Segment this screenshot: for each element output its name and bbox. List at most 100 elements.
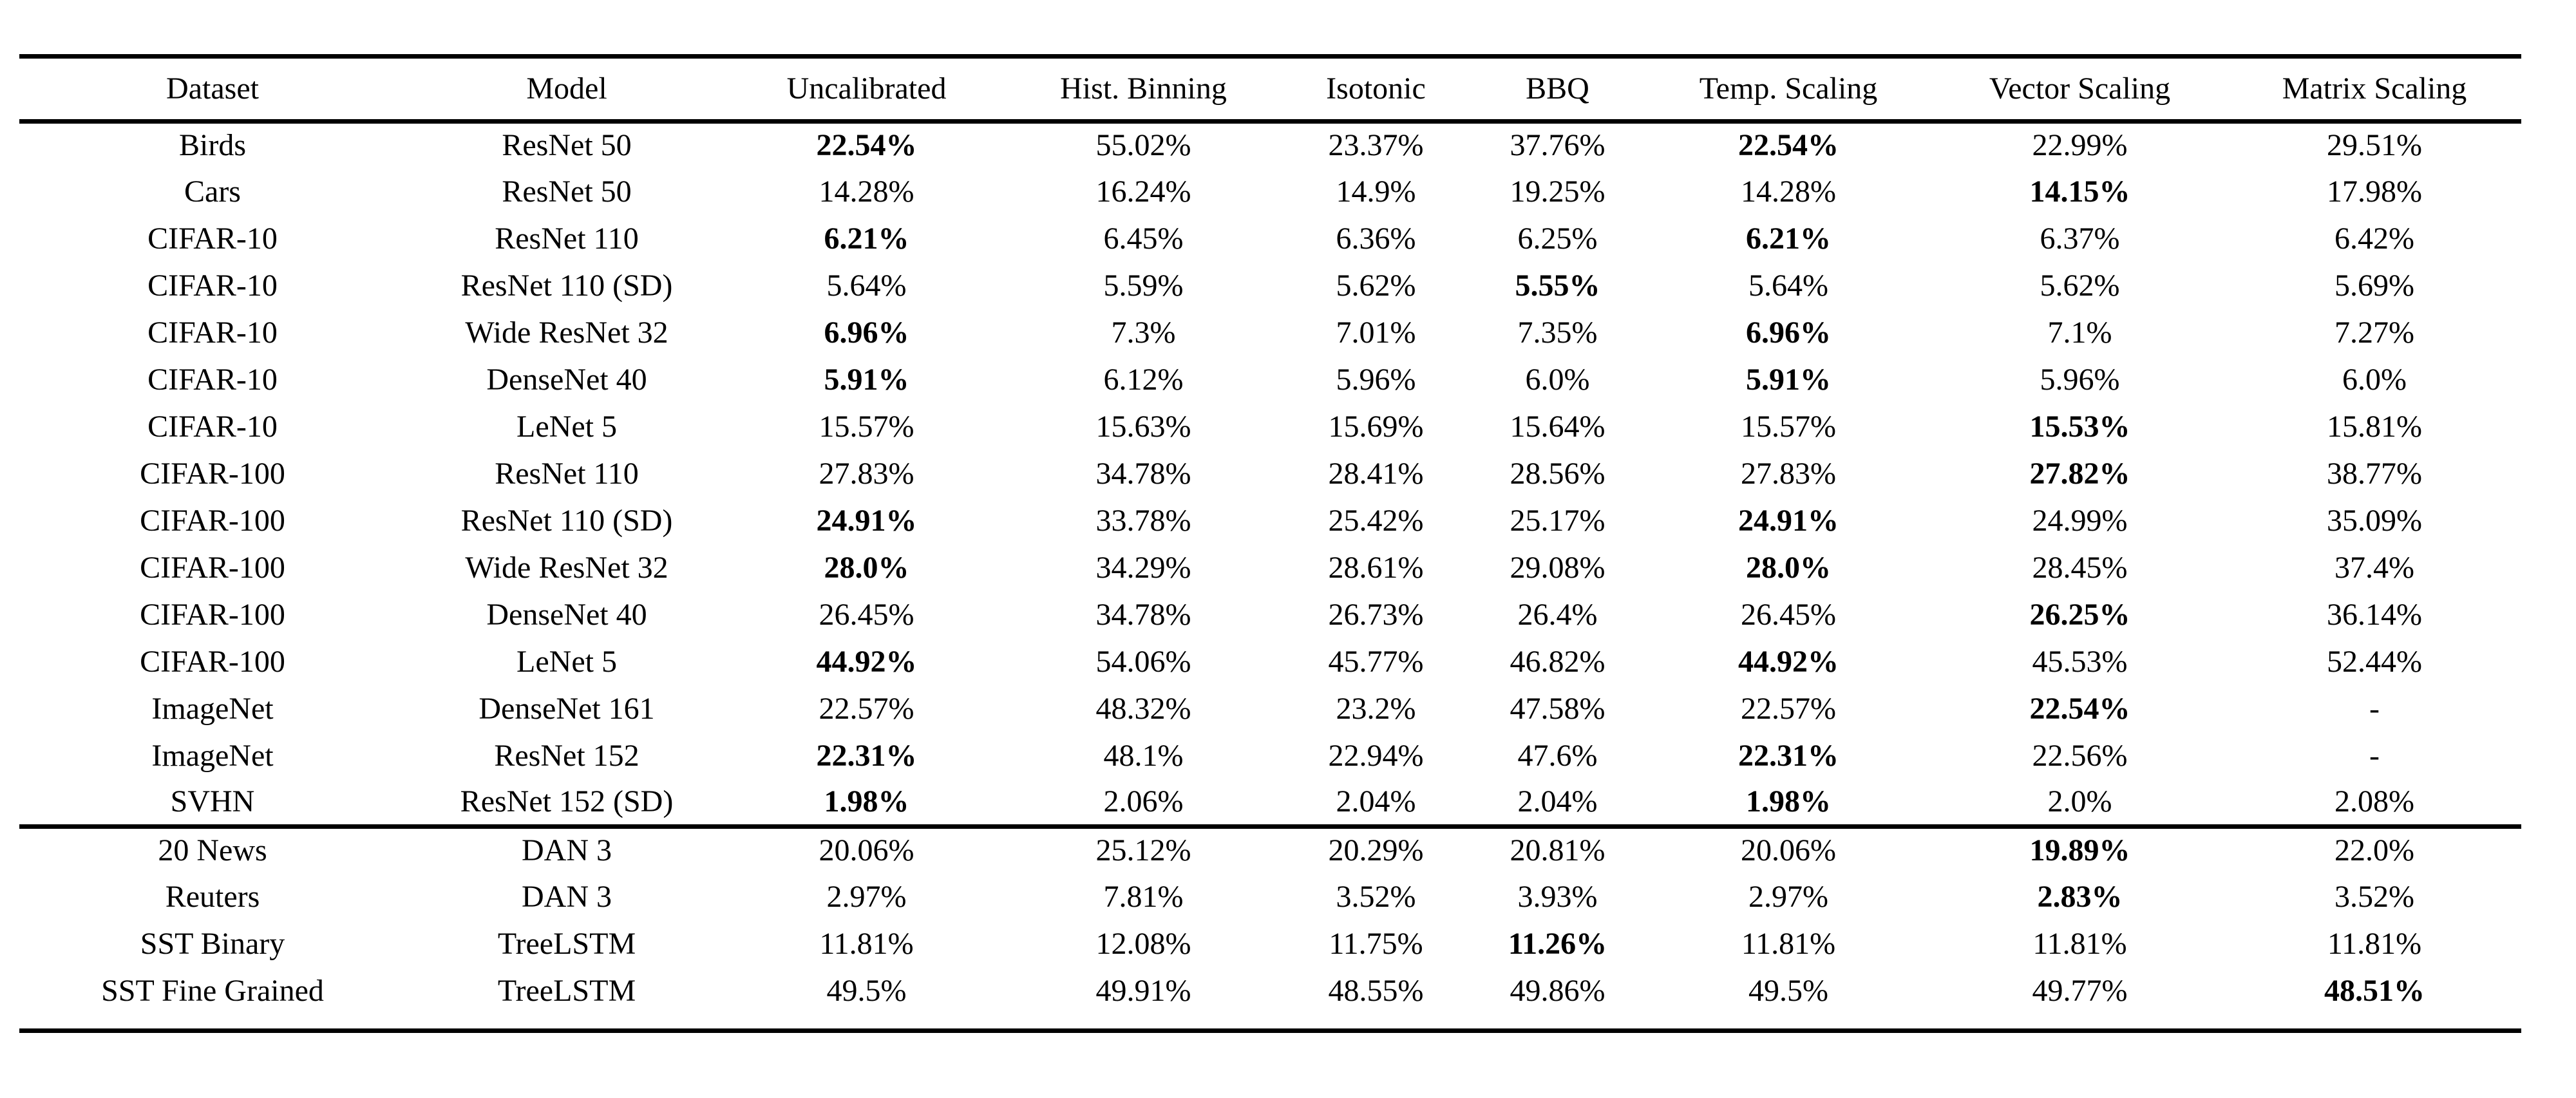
value-cell: 27.83% [819,456,914,491]
dataset-cell: CIFAR-100 [140,456,285,491]
column-header-hist-binning: Hist. Binning [1005,59,1282,124]
model-cell: Wide ResNet 32 [465,550,668,585]
value-cell: 6.12% [1103,362,1184,397]
dataset-cell: Birds [178,128,246,163]
value-cell: 36.14% [2327,597,2422,632]
value-cell: 5.96% [1336,362,1416,397]
value-cell: 11.81% [819,926,914,961]
value-cell: 22.0% [2228,824,2521,873]
table-row: CIFAR-100 LeNet 5 44.92% 54.06% 45.77% 46.82%… [19,638,2521,685]
value-cell: 23.2% [1336,691,1416,726]
value-cell: 5.64% [826,268,907,303]
value-cell: 5.69% [2334,268,2414,303]
value-cell: 20.06% [1645,824,1932,873]
value-cell: 6.96% [824,315,909,350]
value-cell: 3.93% [1517,879,1598,914]
value-cell: 7.81% [1103,879,1184,914]
value-cell: 19.89% [1932,824,2228,873]
value-cell: 15.57% [819,409,914,444]
value-cell: 5.62% [2040,268,2120,303]
value-cell: 7.1% [2047,315,2112,350]
value-cell: 20.06% [728,824,1005,873]
value-cell: 1.98% [1746,784,1831,819]
value-cell: 45.53% [2032,644,2128,679]
value-cell: 54.06% [1095,644,1191,679]
value-cell: 28.56% [1510,456,1605,491]
value-cell: 6.37% [2040,221,2120,256]
column-header-vector-scaling: Vector Scaling [1932,59,2228,124]
value-cell: 26.4% [1517,597,1598,632]
model-cell: DAN 3 [406,824,728,873]
table-row: Birds ResNet 50 22.54% 55.02% 23.37% 37.76% 22… [19,121,2521,168]
value-cell: 49.77% [2032,973,2128,1008]
column-header-model: Model [406,59,728,124]
value-cell: 28.41% [1328,456,1424,491]
dataset-cell: SST Binary [140,926,285,961]
value-cell: 24.99% [2032,503,2128,538]
value-cell: 45.77% [1328,644,1424,679]
value-cell: 5.96% [2040,362,2120,397]
value-cell: 2.04% [1336,784,1416,819]
value-cell: 6.25% [1517,221,1598,256]
value-cell: 49.5% [1748,973,1828,1008]
value-cell: 3.52% [1336,879,1416,914]
model-cell: DenseNet 161 [478,691,655,726]
dataset-cell: CIFAR-100 [140,644,285,679]
table-row: CIFAR-100 ResNet 110 27.83% 34.78% 28.41% 28.… [19,450,2521,497]
value-cell: 48.1% [1103,738,1184,773]
table-row: CIFAR-10 ResNet 110 (SD) 5.64% 5.59% 5.62% 5.… [19,262,2521,309]
value-cell: 12.08% [1095,926,1191,961]
value-cell: 6.96% [1746,315,1831,350]
model-cell: LeNet 5 [516,409,617,444]
value-cell: 14.28% [1741,174,1836,209]
table-row: CIFAR-10 LeNet 5 15.57% 15.63% 15.69% 15.64% 1… [19,403,2521,450]
value-cell: 28.0% [1746,550,1831,585]
value-cell: 2.08% [2334,784,2414,819]
value-cell: 26.73% [1328,597,1424,632]
value-cell: 22.94% [1328,738,1424,773]
table-row: CIFAR-10 Wide ResNet 32 6.96% 7.3% 7.01% 7.35… [19,309,2521,356]
value-cell: 37.76% [1510,128,1605,163]
value-cell: 15.64% [1510,409,1605,444]
value-cell: 49.86% [1510,973,1605,1008]
value-cell: 22.54% [1738,128,1839,163]
model-cell: ResNet 50 [502,128,632,163]
value-cell: 16.24% [1095,174,1191,209]
value-cell: 6.0% [2342,362,2407,397]
value-cell: 55.02% [1095,128,1191,163]
value-cell: 1.98% [824,784,909,819]
table-row: Reuters DAN 3 2.97% 7.81% 3.52% 3.93% 2.97% 2.8… [19,873,2521,920]
model-cell: LeNet 5 [516,644,617,679]
model-cell: DenseNet 40 [486,597,647,632]
value-cell: 28.61% [1328,550,1424,585]
value-cell: - [2369,738,2380,773]
table-row: Cars ResNet 50 14.28% 16.24% 14.9% 19.25% 14.2… [19,168,2521,215]
value-cell: 48.32% [1095,691,1191,726]
value-cell: 2.83% [2037,879,2123,914]
value-cell: 2.04% [1517,784,1598,819]
value-cell: 22.31% [816,738,917,773]
value-cell: 22.99% [2032,128,2128,163]
dataset-cell: CIFAR-10 [147,221,278,256]
value-cell: 25.42% [1328,503,1424,538]
value-cell: 11.81% [2327,926,2422,961]
value-cell: 26.45% [1741,597,1836,632]
value-cell: 34.78% [1095,597,1191,632]
value-cell: 24.91% [1738,503,1839,538]
dataset-cell: ImageNet [151,691,274,726]
value-cell: 48.51% [2324,973,2425,1008]
value-cell: 7.35% [1517,315,1598,350]
calibration-error-table-wrapper: Dataset Model Uncalibrated Hist. Binning… [19,54,2521,1033]
table-row: CIFAR-100 DenseNet 40 26.45% 34.78% 26.73% 26… [19,591,2521,638]
value-cell: 20.81% [1470,824,1645,873]
value-cell: 15.53% [2029,409,2130,444]
table-row: ImageNet DenseNet 161 22.57% 48.32% 23.2% 47.… [19,685,2521,732]
dataset-cell: CIFAR-10 [147,362,278,397]
value-cell: 49.5% [826,973,907,1008]
value-cell: 5.55% [1515,268,1600,303]
dataset-cell: CIFAR-10 [147,268,278,303]
value-cell: 11.26% [1508,926,1607,961]
value-cell: 48.55% [1328,973,1424,1008]
value-cell: 29.08% [1510,550,1605,585]
value-cell: 29.51% [2327,128,2422,163]
